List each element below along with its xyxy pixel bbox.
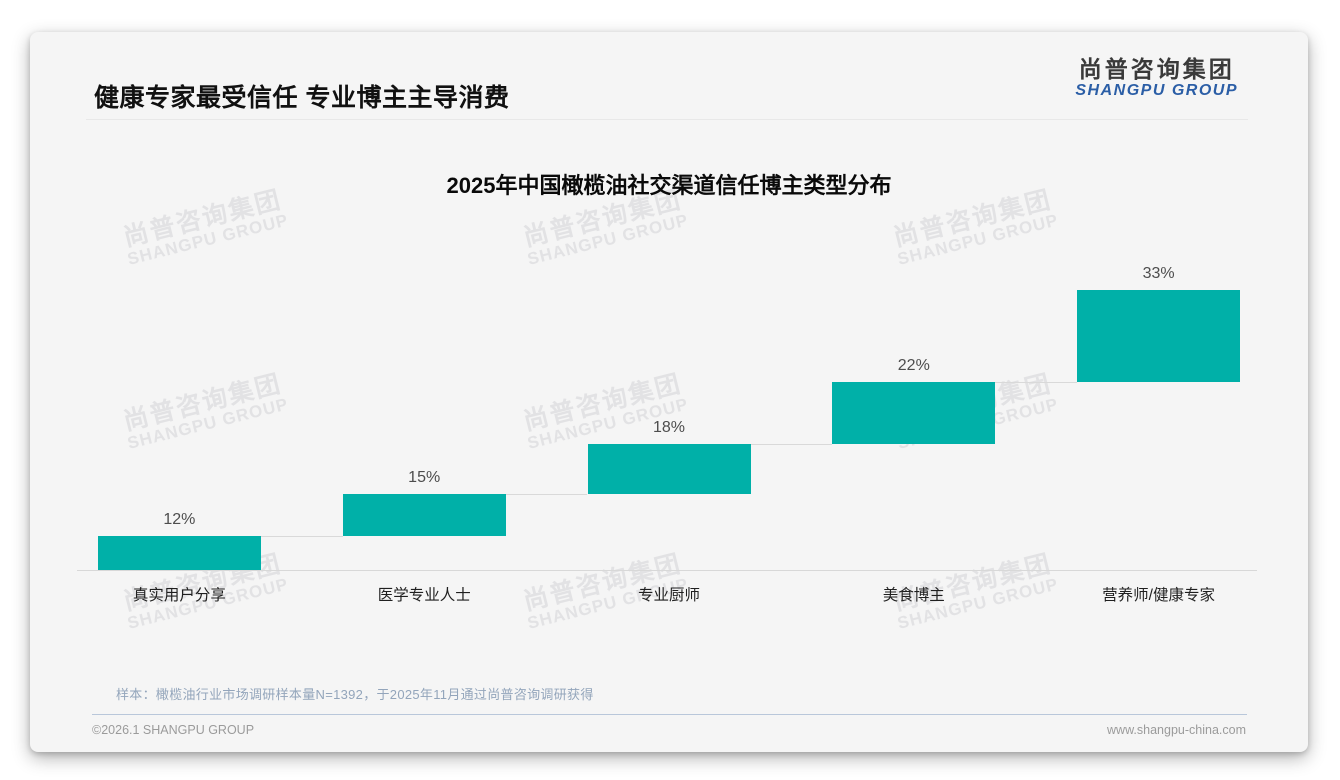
category-label-3: 美食博主 [882,587,945,604]
bar-segment-2 [587,444,751,495]
bar-segment-3 [832,382,996,444]
sample-note: 样本：橄榄油行业市场调研样本量N=1392，于2025年11月通过尚普咨询调研获… [116,687,594,702]
x-axis-line [77,570,1257,571]
logo-english-text: SHANGPU GROUP [1075,82,1238,100]
chart-plot-area: 12% 真实用户分享 15% 医学专业人士 18% 专业厨师 22% 美食博主 33% 营养师/健… [57,232,1281,632]
header-divider [86,119,1248,120]
bar-segment-0 [97,536,261,570]
bar-segment-1 [342,494,506,537]
connector-line-3 [995,382,1078,384]
connector-line-1 [505,494,588,496]
copyright-text: ©2026.1 SHANGPU GROUP [92,723,255,737]
logo-chinese-text: 尚普咨询集团 [1078,56,1235,82]
category-label-0: 真实用户分享 [132,587,226,604]
category-label-1: 医学专业人士 [377,587,471,604]
chart-title: 2025年中国橄榄油社交渠道信任博主类型分布 [446,173,892,198]
value-label-4: 33% [1142,265,1175,282]
value-label-1: 15% [408,469,441,487]
category-label-2: 专业厨师 [637,587,700,604]
category-label-4: 营养师/健康专家 [1102,587,1215,604]
page-title: 健康专家最受信任 专业博主主导消费 [94,84,510,112]
value-label-2: 18% [652,419,686,436]
slide-card: 尚普咨询集团 SHANGPU GROUP 尚普咨询集团 SHANGPU GROUP 尚普… [30,32,1308,752]
company-logo: 尚普咨询集团 SHANGPU GROUP [1075,56,1238,100]
bar-segment-4 [1077,290,1241,383]
content-layer: 健康专家最受信任 专业博主主导消费 尚普咨询集团 SHANGPU GROUP 2… [30,32,1308,752]
connector-line-2 [750,444,833,445]
value-label-3: 22% [897,357,930,375]
footer-divider [92,714,1247,715]
website-text: www.shangpu-china.com [1107,723,1246,737]
value-label-0: 12% [163,511,196,529]
connector-line-0 [260,536,343,538]
